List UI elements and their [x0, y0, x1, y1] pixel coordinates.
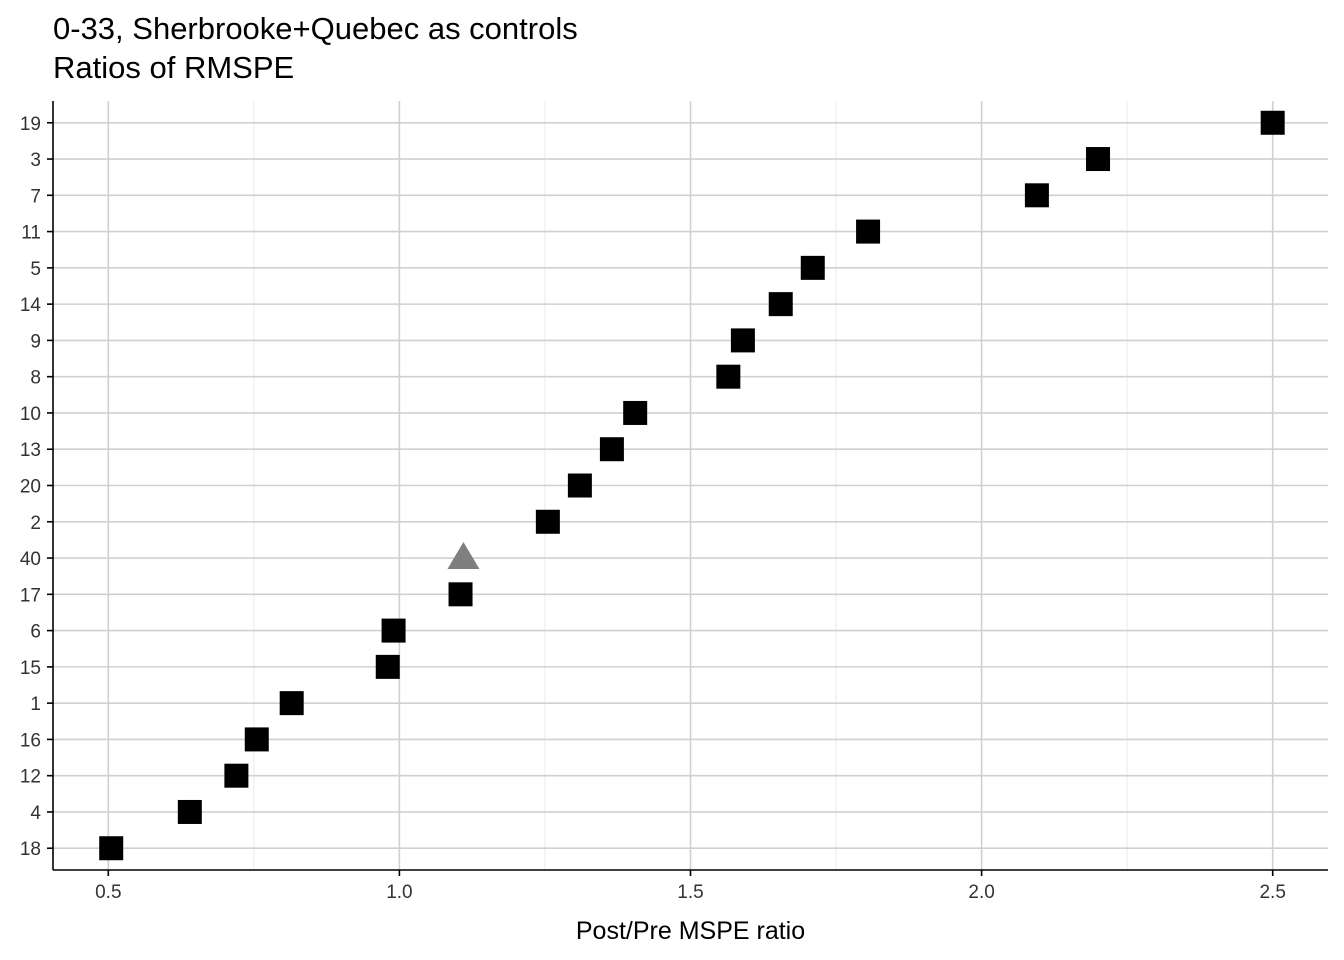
axes	[47, 101, 1328, 876]
y-tick-label: 19	[20, 114, 41, 135]
y-tick-label: 10	[20, 404, 41, 425]
x-tick-label: 2.0	[968, 882, 994, 903]
data-point-square	[856, 219, 881, 244]
y-tick-label: 6	[30, 622, 41, 643]
x-axis-title: Post/Pre MSPE ratio	[576, 917, 805, 945]
chart-subtitle: Ratios of RMSPE	[53, 50, 295, 85]
x-tick-label: 2.5	[1259, 882, 1285, 903]
tick-labels: 0.5 1.0 1.5 2.0 2.51841216115617402201310891…	[20, 114, 1286, 903]
data-point-square	[599, 437, 624, 462]
y-tick-label: 17	[20, 585, 41, 606]
data-point-square	[1260, 110, 1285, 135]
y-tick-label: 7	[30, 186, 41, 207]
data-point-square	[99, 836, 124, 861]
y-tick-label: 13	[20, 440, 41, 461]
y-tick-label: 4	[30, 803, 41, 824]
data-point-square	[535, 509, 560, 534]
data-point-square	[730, 328, 755, 353]
data-point-square	[716, 364, 741, 389]
y-tick-label: 16	[20, 730, 41, 751]
data-point-square	[567, 473, 592, 498]
y-tick-label: 12	[20, 767, 41, 788]
data-points	[99, 110, 1285, 861]
y-tick-label: 8	[30, 368, 41, 389]
y-tick-label: 18	[20, 839, 41, 860]
data-point-square	[177, 799, 202, 824]
data-point-square	[1024, 183, 1049, 208]
data-point-square	[279, 691, 304, 716]
x-tick-label: 1.0	[386, 882, 412, 903]
data-point-square	[375, 654, 400, 679]
y-tick-label: 5	[30, 259, 41, 280]
data-point-square	[448, 582, 473, 607]
y-tick-label: 11	[21, 223, 41, 244]
data-point-square	[800, 255, 825, 280]
data-point-square	[381, 618, 406, 643]
chart-title: 0-33, Sherbrooke+Quebec as controls	[53, 11, 578, 46]
y-tick-label: 3	[30, 150, 41, 171]
x-tick-label: 1.5	[677, 882, 703, 903]
x-tick-label: 0.5	[95, 882, 121, 903]
y-tick-label: 1	[30, 694, 41, 715]
y-tick-label: 9	[30, 331, 41, 352]
data-point-square	[224, 763, 249, 788]
data-point-square	[1086, 147, 1111, 172]
y-tick-label: 15	[20, 658, 41, 679]
data-point-triangle	[447, 542, 480, 570]
grid-lines	[53, 101, 1328, 870]
y-tick-label: 2	[30, 513, 41, 534]
y-tick-label: 40	[20, 549, 41, 570]
y-tick-label: 20	[20, 477, 41, 498]
data-point-square	[244, 727, 269, 752]
data-point-square	[768, 292, 793, 317]
y-tick-label: 14	[20, 295, 42, 316]
data-point-square	[623, 400, 648, 425]
